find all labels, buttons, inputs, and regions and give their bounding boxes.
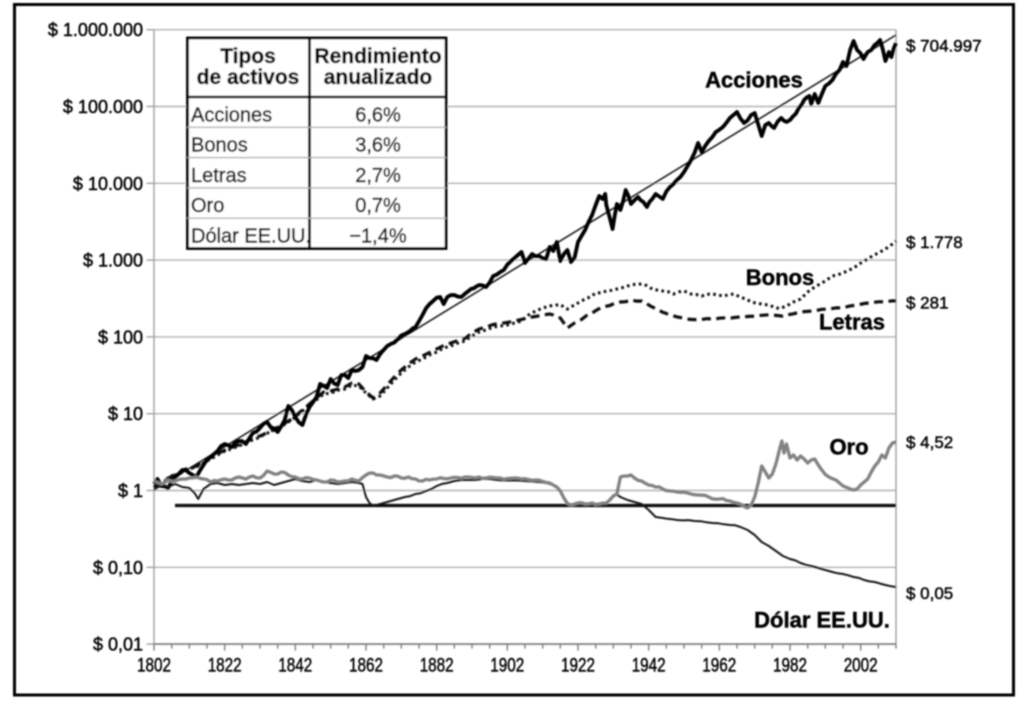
svg-text:$ 100: $ 100 bbox=[98, 327, 143, 347]
svg-text:Tipos: Tipos bbox=[220, 45, 276, 68]
svg-text:Letras: Letras bbox=[819, 310, 885, 335]
svg-text:$ 10: $ 10 bbox=[108, 404, 143, 424]
svg-text:$ 0,05: $ 0,05 bbox=[906, 584, 953, 603]
svg-text:$ 1.778: $ 1.778 bbox=[906, 233, 963, 252]
svg-text:2002: 2002 bbox=[844, 656, 878, 677]
svg-text:$ 10.000: $ 10.000 bbox=[73, 174, 143, 194]
svg-text:$ 0,01: $ 0,01 bbox=[93, 635, 143, 655]
svg-text:$ 100.000: $ 100.000 bbox=[63, 97, 143, 117]
svg-text:Acciones: Acciones bbox=[191, 104, 272, 126]
svg-text:1982: 1982 bbox=[773, 656, 807, 677]
svg-text:Dólar EE.UU.: Dólar EE.UU. bbox=[754, 608, 890, 633]
svg-text:Dólar EE.UU.: Dólar EE.UU. bbox=[191, 226, 311, 248]
svg-text:Bonos: Bonos bbox=[746, 265, 814, 290]
svg-text:$ 1.000: $ 1.000 bbox=[83, 251, 143, 271]
svg-text:−1,4%: −1,4% bbox=[349, 226, 406, 248]
svg-text:$ 1: $ 1 bbox=[118, 481, 143, 501]
svg-text:$ 4,52: $ 4,52 bbox=[906, 433, 953, 452]
svg-text:1942: 1942 bbox=[632, 656, 666, 677]
svg-text:1862: 1862 bbox=[349, 656, 383, 677]
svg-text:1822: 1822 bbox=[208, 656, 242, 677]
svg-text:Letras: Letras bbox=[191, 165, 247, 187]
svg-text:1882: 1882 bbox=[420, 656, 454, 677]
svg-text:0,7%: 0,7% bbox=[355, 195, 401, 217]
svg-text:1922: 1922 bbox=[561, 656, 595, 677]
svg-text:Rendimiento: Rendimiento bbox=[314, 45, 441, 68]
svg-text:Bonos: Bonos bbox=[191, 135, 248, 157]
svg-text:$ 281: $ 281 bbox=[906, 294, 949, 313]
svg-text:6,6%: 6,6% bbox=[355, 104, 401, 126]
svg-text:1842: 1842 bbox=[278, 656, 312, 677]
svg-text:de activos: de activos bbox=[197, 66, 300, 89]
svg-text:2,7%: 2,7% bbox=[355, 165, 401, 187]
svg-text:1902: 1902 bbox=[490, 656, 524, 677]
svg-text:Acciones: Acciones bbox=[705, 68, 803, 93]
svg-text:anualizado: anualizado bbox=[324, 66, 433, 89]
svg-text:1962: 1962 bbox=[702, 656, 736, 677]
svg-text:$ 0,10: $ 0,10 bbox=[93, 558, 143, 578]
svg-text:$ 1.000.000: $ 1.000.000 bbox=[48, 20, 143, 40]
svg-text:Oro: Oro bbox=[191, 195, 224, 217]
svg-text:Oro: Oro bbox=[829, 435, 868, 460]
svg-text:1802: 1802 bbox=[137, 656, 171, 677]
svg-text:$ 704.997: $ 704.997 bbox=[906, 37, 982, 56]
svg-text:3,6%: 3,6% bbox=[355, 135, 401, 157]
